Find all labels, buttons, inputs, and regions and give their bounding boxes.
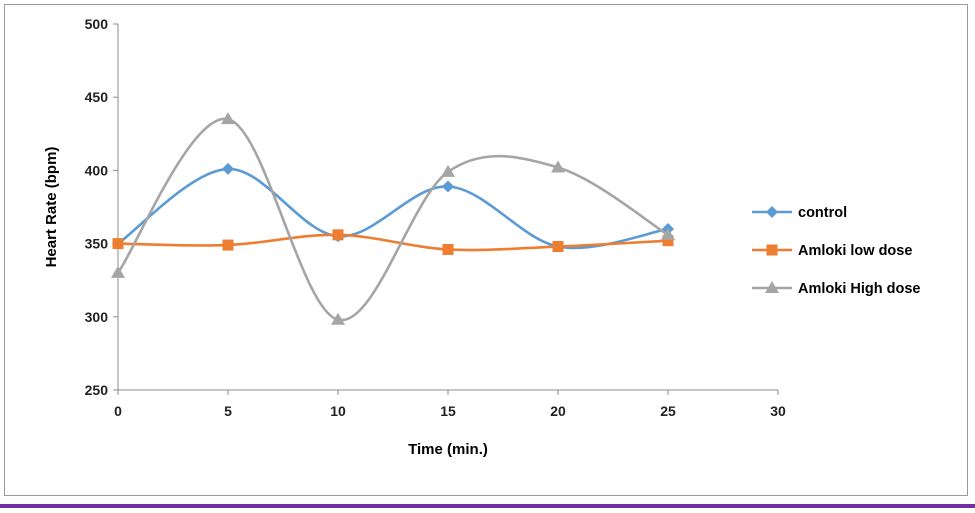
data-point-amloki-low-dose: [442, 243, 454, 255]
y-tick-label: 450: [85, 89, 109, 105]
data-point-amloki-low-dose: [112, 238, 124, 250]
y-tick-label: 300: [85, 309, 109, 325]
data-point-amloki-low-dose: [552, 241, 564, 253]
data-point-amloki-high-dose: [221, 112, 235, 125]
series-line-amloki-high-dose: [116, 117, 669, 322]
legend: control Amloki low dose Amloki High dose: [752, 205, 920, 297]
legend-marker-control: [766, 206, 778, 218]
x-tick-label: 20: [550, 403, 566, 419]
series-group: [111, 112, 675, 325]
x-tick-label: 0: [114, 403, 122, 419]
y-axis-title: Heart Rate (bpm): [43, 147, 60, 268]
legend-marker-amloki-high-dose: [765, 281, 779, 293]
x-tick-label: 25: [660, 403, 676, 419]
data-point-amloki-low-dose: [662, 235, 674, 247]
x-tick-label: 30: [770, 403, 786, 419]
y-tick-label: 350: [85, 236, 109, 252]
data-point-amloki-high-dose: [551, 160, 565, 173]
x-tick-label: 5: [224, 403, 232, 419]
series-line-amloki-low-dose: [117, 233, 669, 252]
data-point-amloki-high-dose: [331, 312, 345, 325]
data-point-control: [442, 180, 454, 193]
y-tick-label: 400: [85, 162, 109, 178]
data-point-amloki-low-dose: [332, 229, 344, 241]
x-tick-label: 15: [440, 403, 456, 419]
data-point-amloki-high-dose: [111, 265, 125, 278]
data-point-control: [222, 162, 234, 175]
x-tick-label: 10: [330, 403, 346, 419]
axes: 250 300 350 400 450 500 0 5 10 15 20 25 30: [85, 16, 786, 419]
bottom-rule: [0, 504, 975, 508]
y-tick-label: 500: [85, 16, 109, 32]
data-point-amloki-high-dose: [661, 227, 675, 240]
legend-label-control: control: [798, 205, 847, 221]
legend-marker-amloki-low-dose: [766, 244, 778, 256]
legend-label-amloki-low-dose: Amloki low dose: [798, 243, 912, 259]
legend-label-amloki-high-dose: Amloki High dose: [798, 281, 920, 297]
x-axis-title: Time (min.): [408, 441, 488, 458]
data-point-amloki-low-dose: [222, 239, 234, 251]
y-tick-label: 250: [85, 382, 109, 398]
data-point-amloki-high-dose: [441, 164, 455, 177]
